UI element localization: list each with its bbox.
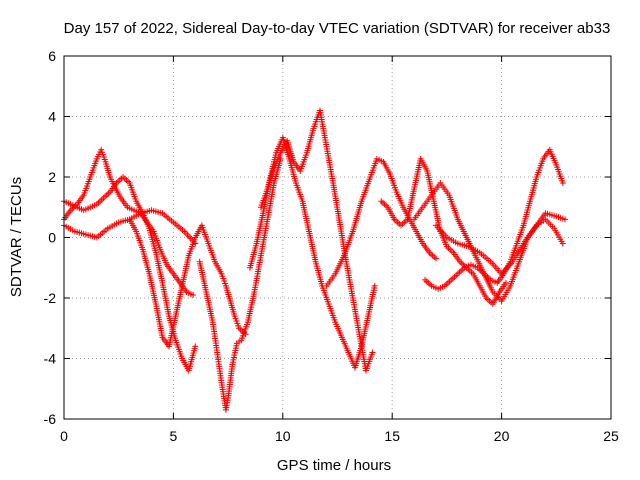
x-tick-label: 20 (494, 428, 510, 444)
x-tick-label: 25 (603, 428, 619, 444)
x-axis-label: GPS time / hours (277, 457, 391, 474)
y-tick-label: -6 (44, 411, 57, 427)
data-point (559, 240, 566, 247)
y-tick-label: -4 (44, 351, 57, 367)
data-point (369, 349, 376, 356)
x-tick-label: 10 (275, 428, 291, 444)
series (126, 216, 249, 350)
y-axis-label: SDTVAR / TECUs (8, 177, 25, 297)
data-point (192, 343, 199, 350)
series (246, 134, 378, 371)
series (61, 207, 199, 247)
series (378, 155, 509, 308)
data-point (559, 180, 566, 187)
series (257, 107, 376, 374)
y-tick-label: 0 (48, 230, 56, 246)
x-tick-label: 0 (60, 428, 68, 444)
axis-ticks: 0 5 10 15 20 25 -6 -4 -2 0 2 4 6 (44, 48, 619, 444)
chart-title: Day 157 of 2022, Sidereal Day-to-day VTE… (64, 20, 611, 37)
data-points (61, 107, 569, 413)
y-tick-label: 6 (48, 48, 56, 64)
series (323, 155, 439, 289)
x-tick-label: 15 (384, 428, 400, 444)
y-tick-label: 4 (48, 109, 56, 125)
data-point (502, 279, 509, 286)
grid (64, 56, 611, 419)
data-point (190, 291, 197, 298)
data-point (371, 282, 378, 289)
data-point (562, 216, 569, 223)
series (422, 146, 566, 292)
y-tick-label: -2 (44, 290, 57, 306)
series (196, 155, 284, 413)
data-point (432, 255, 439, 262)
x-tick-label: 5 (170, 428, 178, 444)
y-tick-label: 2 (48, 169, 56, 185)
series (61, 174, 199, 374)
series (432, 210, 569, 277)
